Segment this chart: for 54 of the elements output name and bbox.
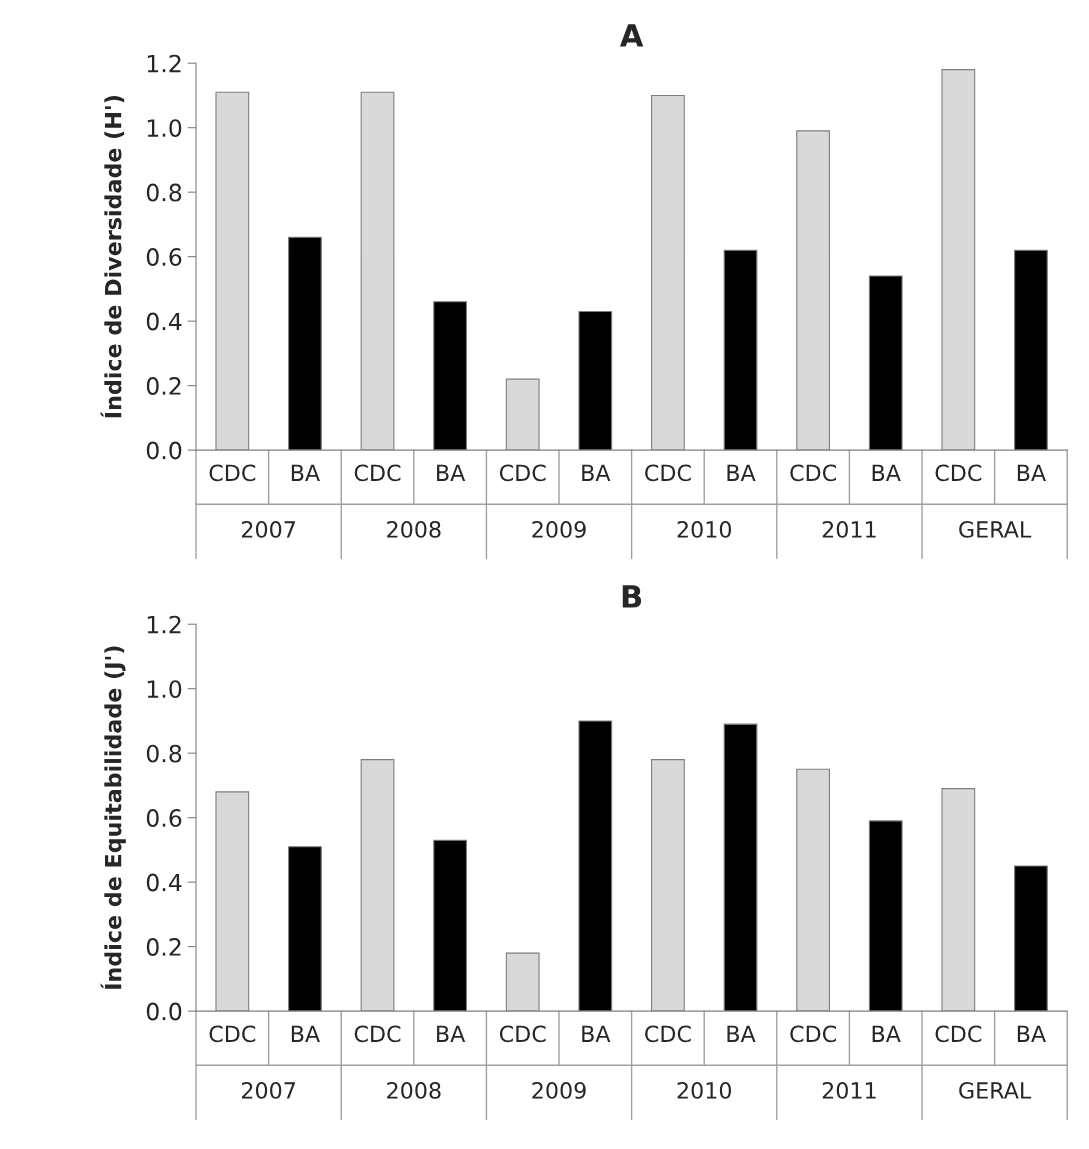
x-tick-label: CDC	[499, 464, 546, 482]
text: 2007	[241, 520, 295, 538]
x-tick-label: BA	[727, 464, 756, 481]
x-tick-label: BA	[727, 1025, 756, 1042]
x-tick-label: CDC	[209, 464, 256, 482]
x-tick-label: CDC	[790, 464, 836, 482]
text: 2009	[532, 520, 586, 538]
text: 2007	[241, 1082, 295, 1099]
text: GERAL	[959, 1082, 1032, 1099]
x-tick-label: BA	[582, 464, 611, 481]
x-tick-label: BA	[1017, 464, 1046, 481]
y-tick-label: 0.8	[146, 183, 182, 202]
x-tick-label: BA	[291, 1025, 320, 1042]
text: GERAL	[959, 520, 1032, 538]
y-axis-title: Índice de Diversidade (H')	[100, 96, 125, 418]
y-tick-label: 0.2	[146, 938, 181, 956]
y-tick-label: 0.0	[146, 441, 182, 460]
chart-title: A	[619, 24, 644, 47]
x-tick-label: CDC	[645, 464, 691, 482]
y-tick-label: 1.0	[147, 680, 182, 698]
text: 2011	[822, 1082, 876, 1099]
y-tick-label: 0.2	[146, 377, 181, 395]
y-tick-label: 0.8	[146, 744, 182, 763]
y-tick-label: 0.6	[146, 248, 182, 266]
x-tick-label: BA	[437, 1025, 466, 1042]
y-tick-label: 1.2	[147, 615, 181, 634]
x-tick-label: BA	[1017, 1025, 1046, 1042]
x-tick-label: CDC	[354, 464, 401, 482]
x-tick-label: BA	[872, 464, 901, 481]
y-tick-label: 0.4	[146, 312, 182, 331]
text: 2010	[677, 1082, 732, 1099]
x-tick-label: CDC	[209, 1025, 256, 1043]
y-tick-label: 1.0	[147, 119, 182, 137]
text: 2008	[387, 520, 441, 538]
y-tick-label: 0.6	[146, 809, 182, 827]
x-tick-label: BA	[582, 1025, 611, 1042]
y-tick-label: 1.2	[147, 54, 181, 73]
x-tick-label: CDC	[499, 1025, 546, 1043]
x-tick-label: BA	[291, 464, 320, 481]
text: 2011	[822, 520, 876, 538]
x-tick-label: CDC	[935, 1025, 982, 1043]
text: 2009	[532, 1082, 586, 1099]
x-tick-label: CDC	[790, 1025, 836, 1043]
y-tick-label: 0.4	[146, 873, 182, 892]
x-tick-label: BA	[437, 464, 466, 481]
text: 2008	[387, 1082, 441, 1099]
chart-title: B	[622, 585, 642, 608]
x-tick-label: BA	[872, 1025, 901, 1042]
x-tick-label: CDC	[935, 464, 982, 482]
x-tick-label: CDC	[354, 1025, 401, 1043]
y-tick-label: 0.0	[146, 1002, 182, 1021]
x-tick-label: CDC	[645, 1025, 691, 1043]
text: 2010	[677, 520, 732, 538]
y-axis-title: Índice de Equitabilidade (J')	[100, 646, 126, 989]
